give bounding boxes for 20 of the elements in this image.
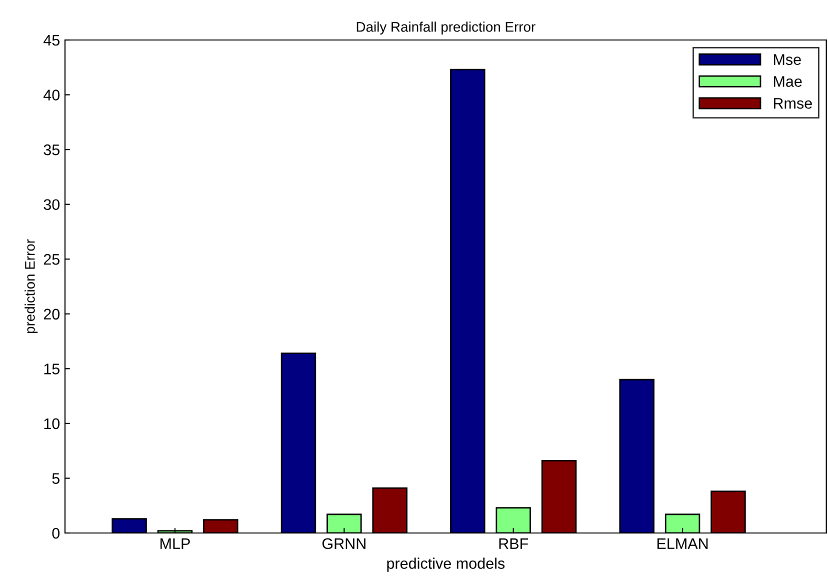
x-axis-title: predictive models — [387, 558, 505, 572]
x-tick-label: MLP — [160, 538, 190, 549]
y-tick-label: 20 — [44, 308, 60, 320]
y-tick-label: 25 — [44, 254, 60, 265]
y-tick-label: 30 — [44, 199, 60, 210]
legend-label: Mae — [774, 76, 802, 87]
legend-label: Mse — [774, 54, 801, 65]
x-tick-label: GRNN — [322, 538, 366, 550]
x-tick-label: RBF — [499, 538, 528, 549]
y-tick-label: 10 — [44, 418, 60, 430]
y-tick-label: 15 — [44, 364, 60, 374]
y-axis-title: prediction Error — [24, 239, 38, 334]
y-tick-label: 45 — [44, 35, 60, 46]
legend-label: Rmse — [774, 98, 812, 109]
y-tick-label: 35 — [44, 144, 60, 156]
y-tick-label: 5 — [52, 473, 60, 484]
x-tick-label: ELMAN — [657, 538, 708, 549]
y-tick-label: 40 — [44, 90, 60, 100]
y-tick-label: 0 — [52, 528, 60, 539]
chart-title: Daily Rainfall prediction Error — [356, 22, 536, 35]
